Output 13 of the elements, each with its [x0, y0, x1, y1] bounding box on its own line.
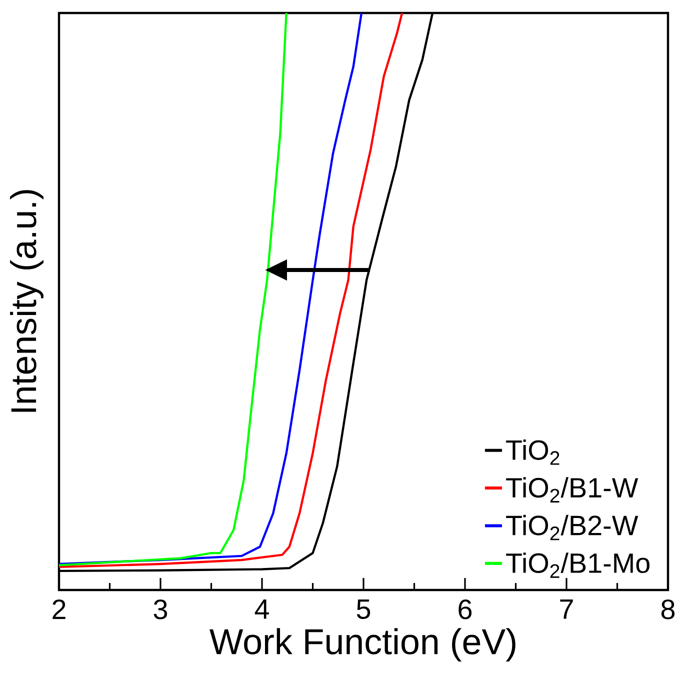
x-axis-title: Work Function (eV): [210, 628, 516, 662]
x-tick-label: 4: [254, 600, 269, 619]
legend-label: TiO$_{2}$/B2-W: [506, 514, 638, 540]
x-tick-label: 6: [458, 600, 472, 620]
x-tick-label: 7: [560, 600, 573, 619]
y-axis-title: Intensity (a.u.): [10, 190, 44, 412]
x-tick-label: 3: [154, 600, 168, 620]
x-tick-label: 8: [661, 600, 675, 620]
legend-label: TiO$_{2}$: [506, 439, 560, 465]
x-tick-label: 5: [356, 600, 370, 619]
x-tick-label: 2: [52, 600, 66, 619]
legend-label: TiO$_{2}$/B1-W: [506, 477, 638, 502]
legend-label: TiO$_{2}$/B1-Mo: [506, 552, 650, 578]
